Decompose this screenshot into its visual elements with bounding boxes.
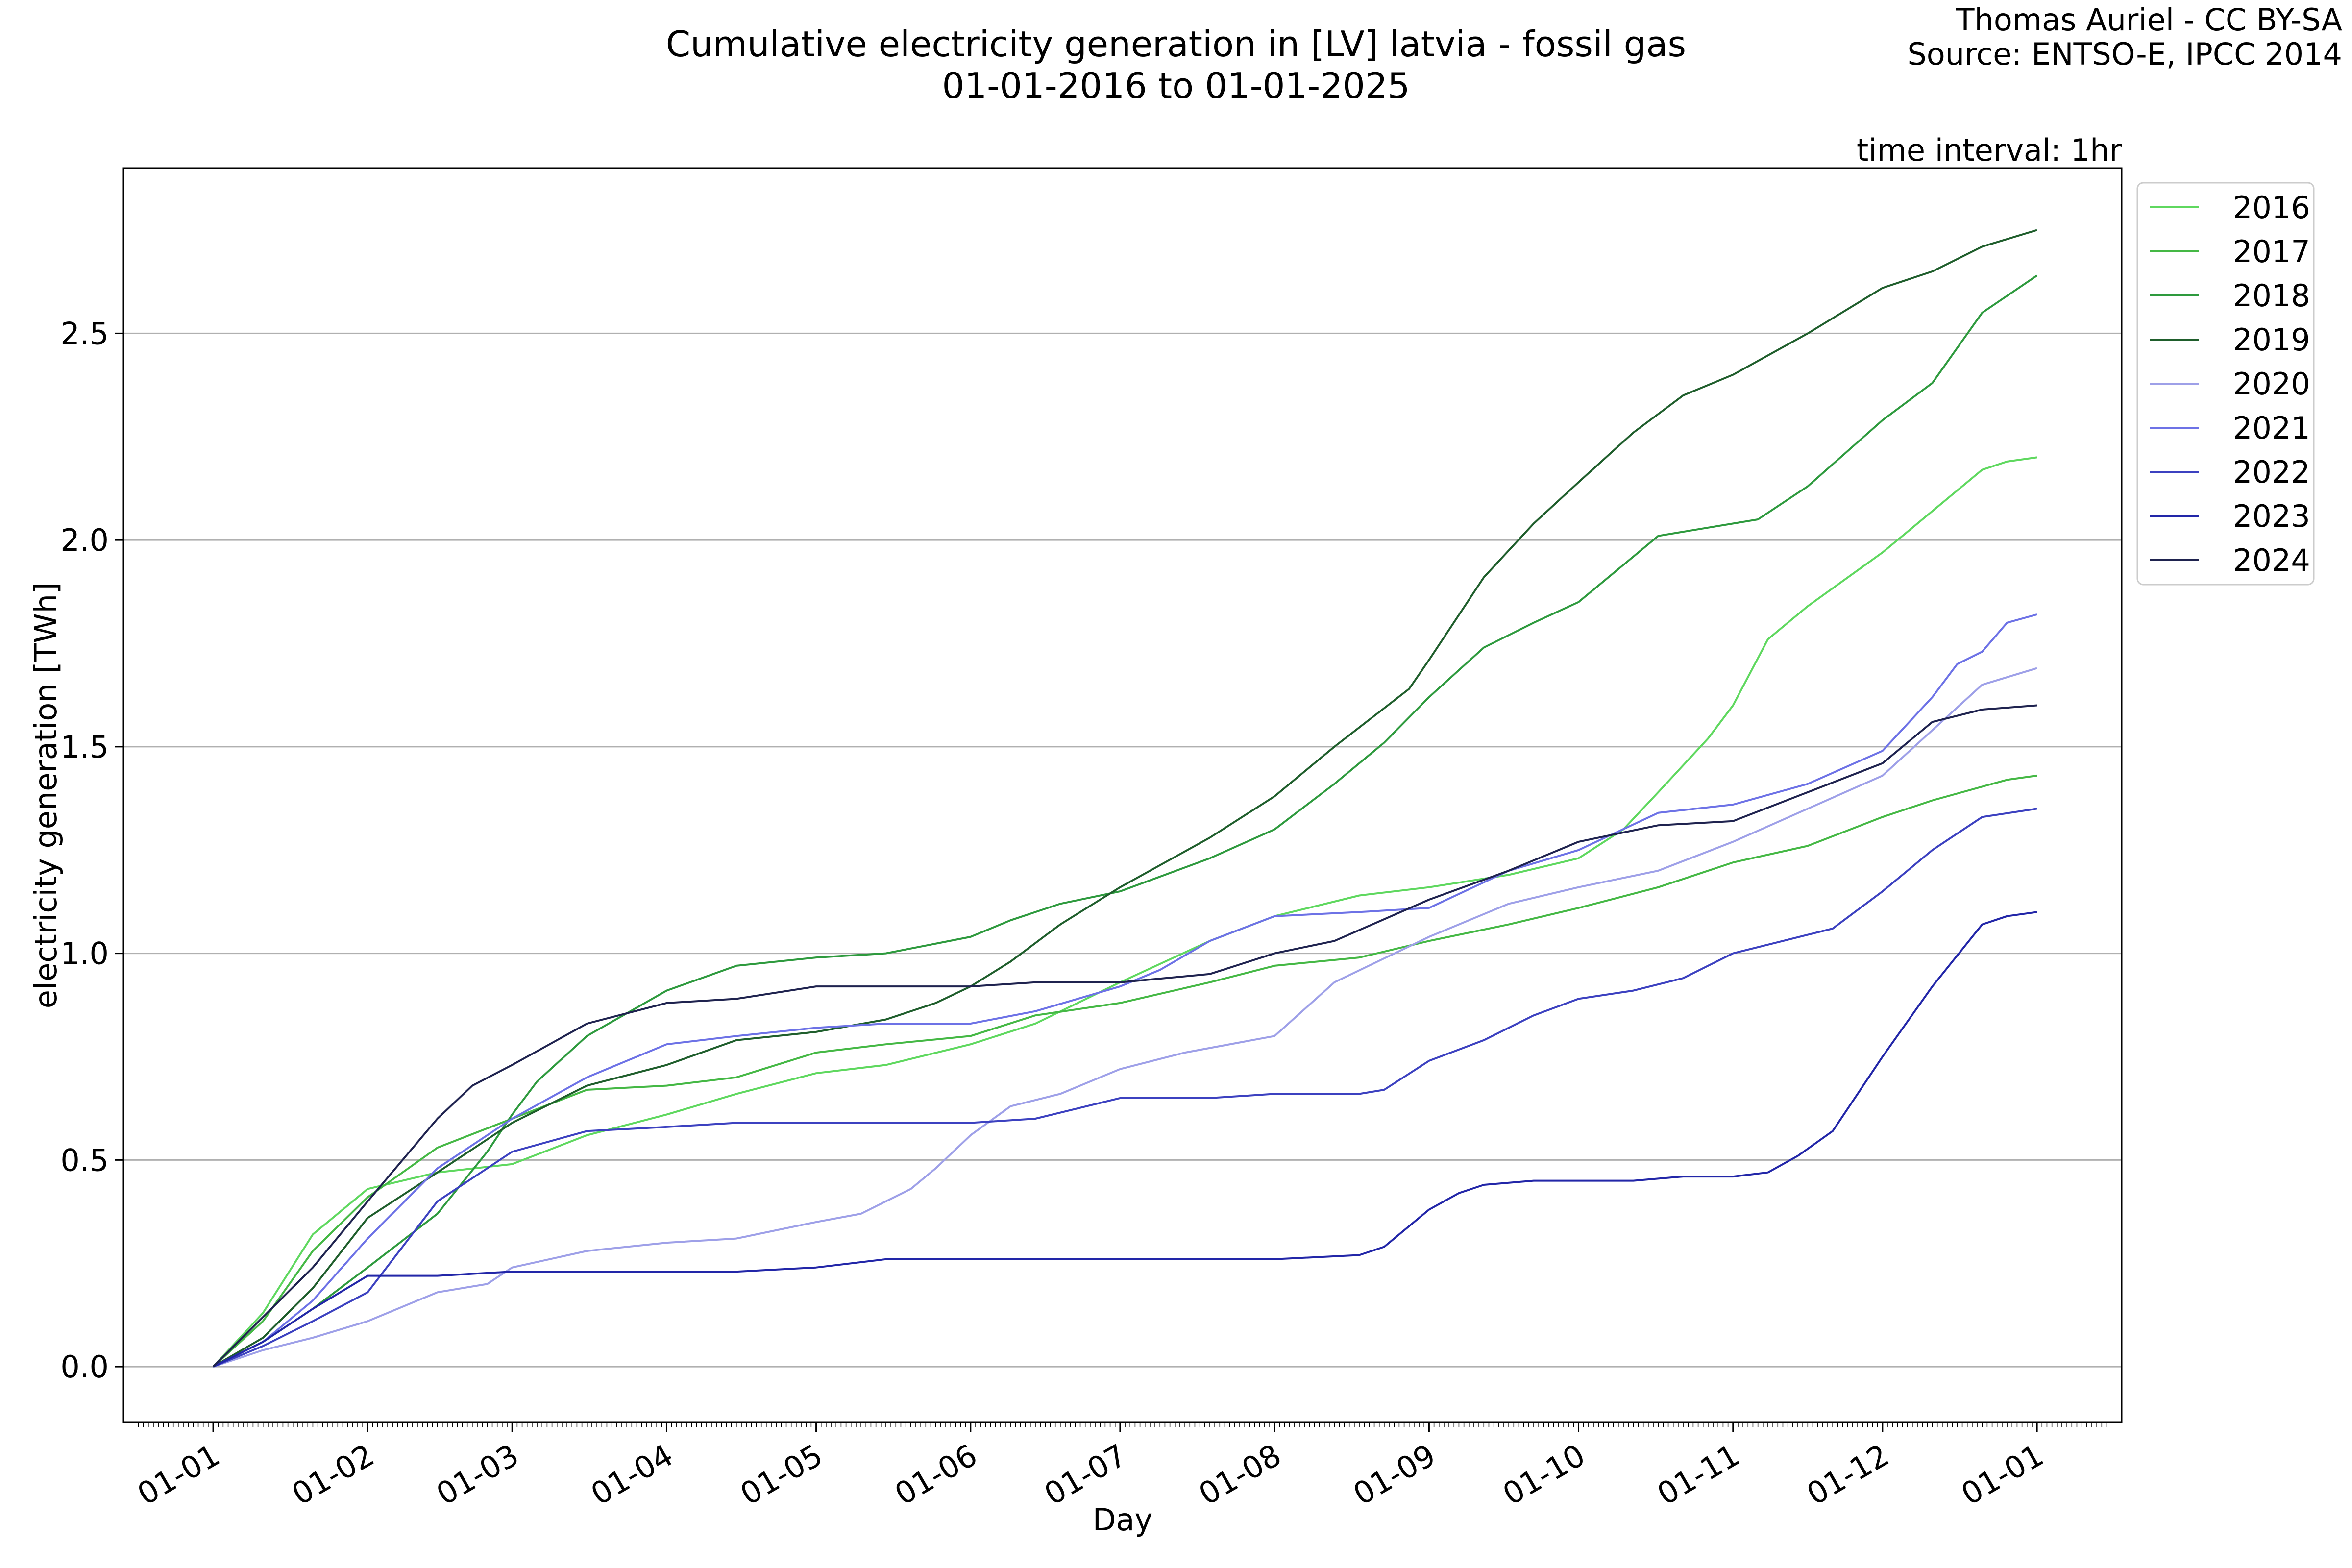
y-tick-label: 0.0 <box>60 1349 109 1385</box>
legend-label: 2018 <box>2233 278 2310 314</box>
x-tick-label: 01-05 <box>735 1437 829 1512</box>
y-tick-label: 1.0 <box>60 936 109 972</box>
y-axis: 0.0 0.5 1.0 1.5 2.0 2.5 <box>60 316 123 1385</box>
series-line-2022 <box>213 808 2037 1368</box>
legend-label: 2021 <box>2233 410 2310 446</box>
x-tick-label: 01-02 <box>286 1437 380 1512</box>
time-interval-annotation: time interval: 1hr <box>1857 132 2122 168</box>
x-axis-label: Day <box>1093 1502 1152 1538</box>
series-line-2019 <box>213 229 2037 1368</box>
x-tick-label: 01-07 <box>1038 1437 1133 1512</box>
legend: 2016 2017 2018 2019 2020 2021 2022 2023 2024 <box>2136 182 2315 586</box>
x-tick-label: 01-09 <box>1347 1437 1442 1512</box>
series-line-2016 <box>212 456 2037 1368</box>
credit-author: Thomas Auriel - CC BY-SA <box>1956 2 2342 38</box>
chart-subtitle: 01-01-2016 to 01-01-2025 <box>942 65 1410 106</box>
legend-box <box>2136 182 2315 586</box>
x-tick-label: 01-01 <box>131 1437 226 1512</box>
y-tick-label: 2.5 <box>60 316 109 351</box>
y-tick-label: 2.0 <box>60 522 109 558</box>
series-line-2018 <box>213 274 2038 1368</box>
series-line-2020 <box>213 667 2037 1368</box>
legend-label: 2020 <box>2233 366 2310 402</box>
legend-label: 2016 <box>2233 190 2310 225</box>
x-tick-label: 01-10 <box>1496 1437 1591 1512</box>
x-tick-label: 01-06 <box>889 1437 983 1512</box>
x-tick-label: 01-03 <box>430 1437 525 1512</box>
plot-frame <box>122 167 2123 1423</box>
legend-label: 2019 <box>2233 322 2310 358</box>
chart-title: Cumulative electricity generation in [LV… <box>666 24 1686 65</box>
series-line-2024 <box>212 704 2037 1368</box>
grid-lines <box>123 332 2122 1368</box>
legend-label: 2022 <box>2233 454 2310 490</box>
legend-label: 2017 <box>2233 234 2310 270</box>
y-tick-label: 1.5 <box>60 729 109 765</box>
series-lines <box>212 229 2038 1368</box>
x-tick-label: 01-12 <box>1801 1437 1895 1512</box>
series-line-2017 <box>212 774 2037 1368</box>
y-axis-label: electricity generation [TWh] <box>28 582 64 1008</box>
legend-label: 2024 <box>2233 542 2310 578</box>
y-tick-label: 0.5 <box>60 1142 109 1178</box>
x-axis: 01-01 01-02 01-03 01-04 01-05 01-06 01-07 01-08… <box>131 1422 2107 1512</box>
x-tick-label: 01-08 <box>1193 1437 1287 1512</box>
x-tick-label: 01-04 <box>585 1437 679 1512</box>
credit-source: Source: ENTSO-E, IPCC 2014 <box>1907 36 2342 72</box>
series-line-2021 <box>213 613 2037 1368</box>
x-tick-label: 01-11 <box>1651 1437 1746 1512</box>
series-line-2023 <box>213 911 2037 1368</box>
legend-label: 2023 <box>2233 498 2310 534</box>
x-tick-label: 01-01 <box>1955 1437 2050 1512</box>
